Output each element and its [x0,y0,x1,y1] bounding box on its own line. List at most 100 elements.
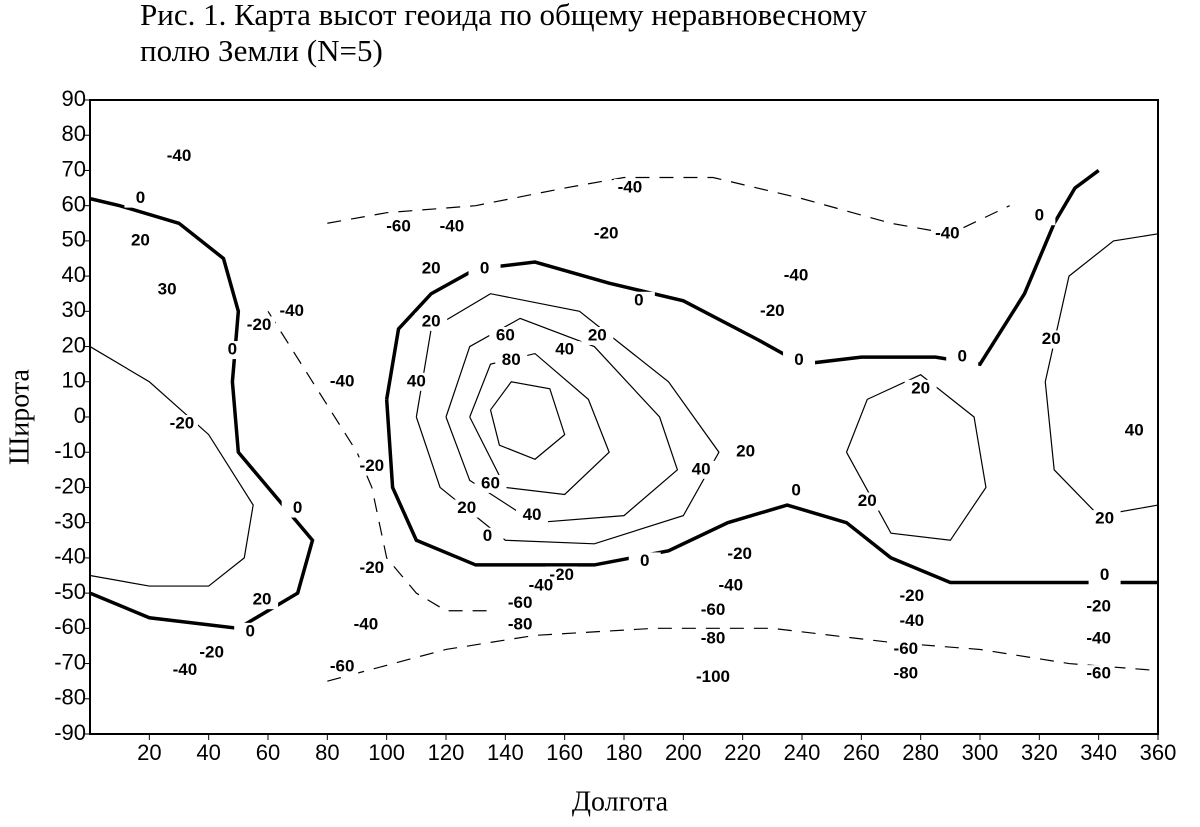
label-bg [622,291,655,310]
label-bg [504,615,537,634]
y-tick-label: 20 [62,332,86,357]
contour-line [267,311,491,612]
x-tick-label: 100 [368,740,405,765]
contour-label: -40 [440,216,465,235]
label-bg [685,460,718,479]
contour-label: 0 [957,347,966,366]
label-bg [1082,598,1115,617]
label-bg [234,622,267,641]
x-tick-label: 20 [137,740,161,765]
y-axis-label: Широта [4,368,35,464]
label-bg [1035,330,1068,349]
label-bg [1088,510,1121,529]
contour-label: -60 [894,639,919,658]
y-tick-label: 30 [62,297,86,322]
label-bg [415,312,448,331]
label-bg [714,577,747,596]
contour-label: 20 [422,311,441,330]
contour-label: 0 [1035,206,1044,225]
contour-line [415,293,720,545]
contour-label: 20 [131,230,150,249]
contour-label: 60 [496,325,515,344]
label-bg [783,351,816,370]
contour-line [327,176,1010,235]
label-bg [931,224,964,243]
label-bg [729,443,762,462]
chart-title: Рис. 1. Карта высот геоида по общему нер… [140,0,868,32]
label-bg [780,267,813,286]
label-bg [151,281,184,300]
contour-label: -60 [701,600,726,619]
contour-label: 40 [692,459,711,478]
contour-line [89,346,254,587]
contour-line [845,374,987,541]
label-bg [489,326,522,345]
contour-label: 60 [481,473,500,492]
x-tick-label: 280 [902,740,939,765]
contour-label: -80 [701,628,726,647]
label-bg [889,665,922,684]
contour-label: 20 [422,259,441,278]
contour-label: -40 [618,178,643,197]
contour-label: -60 [386,216,411,235]
contour-label: -60 [508,593,533,612]
label-bg [195,643,228,662]
label-bg [468,260,501,279]
label-bg [1088,566,1121,585]
contour-label: 0 [293,498,302,517]
contour-label: 0 [228,340,237,359]
contour-label: 40 [1125,421,1144,440]
chart-title: полю Земли (N=5) [140,33,383,68]
label-bg [474,474,507,493]
label-bg [275,302,308,321]
x-axis-label: Долгота [572,786,669,817]
contour-label: -40 [354,614,379,633]
contour-label: -20 [899,586,924,605]
contour-line [384,399,1158,585]
contour-label: -100 [696,667,730,686]
contour-label: -60 [330,657,355,676]
label-bg [349,615,382,634]
label-bg [495,351,528,370]
y-tick-label: 80 [62,121,86,146]
contour-label: 80 [502,350,521,369]
x-tick-label: 140 [487,740,524,765]
label-bg [415,260,448,279]
contour-label: -40 [279,301,304,320]
contour-label: -20 [760,301,785,320]
contour-label: 20 [1042,329,1061,348]
x-tick-label: 200 [665,740,702,765]
label-bg [756,302,789,321]
contour-label: -40 [173,660,198,679]
label-bg [851,492,884,511]
contour-label: 0 [634,290,643,309]
x-tick-label: 320 [1021,740,1058,765]
x-tick-label: 40 [196,740,220,765]
contour-line [384,169,1100,400]
contour-label: -80 [508,614,533,633]
y-tick-label: 50 [62,227,86,252]
contour-label: -80 [894,664,919,683]
x-tick-label: 240 [784,740,821,765]
contour-label: 0 [480,259,489,278]
label-bg [216,341,249,360]
label-bg [548,341,581,360]
x-tick-label: 360 [1140,740,1177,765]
label-bg [946,348,979,367]
y-tick-label: -80 [54,685,86,710]
contour-label: -20 [1086,597,1111,616]
contour-label: 0 [640,551,649,570]
contour-label: 0 [791,480,800,499]
contour-label: 20 [253,590,272,609]
contour-label: 0 [483,526,492,545]
label-bg [1082,629,1115,648]
y-tick-label: -70 [54,649,86,674]
label-bg [904,379,937,398]
contour-label: -40 [167,146,192,165]
label-bg [504,594,537,613]
label-bg [326,372,359,391]
x-tick-label: 300 [962,740,999,765]
contour-label: -20 [170,414,195,433]
contour-label: -40 [784,266,809,285]
